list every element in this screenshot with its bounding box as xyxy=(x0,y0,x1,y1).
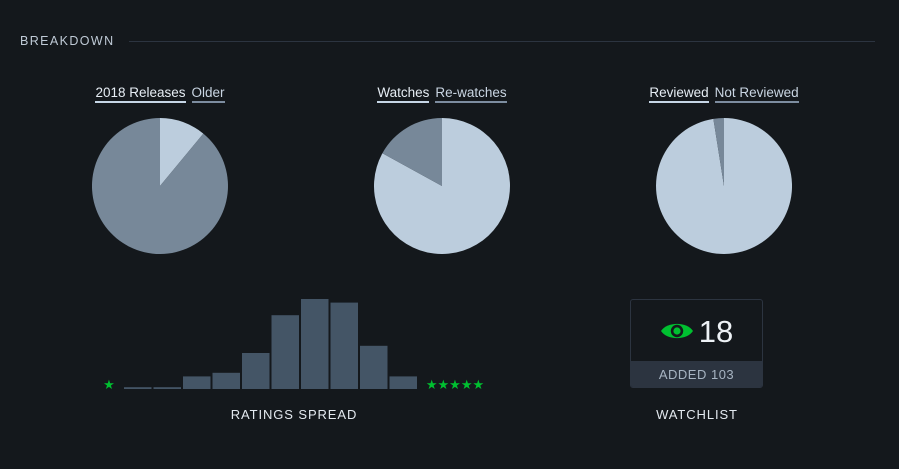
rating-bar-6[interactable] xyxy=(271,315,300,389)
watchlist-count: 18 xyxy=(698,313,734,349)
five-star-label: ★★★★★ xyxy=(426,378,484,393)
pie-chart-releases: 2018 Releases Older xyxy=(50,84,270,264)
pie-slice-reviewed[interactable] xyxy=(656,118,792,254)
watchlist-label: WATCHLIST xyxy=(656,407,738,422)
legend-rewatches[interactable]: Re-watches xyxy=(435,84,507,103)
eye-icon xyxy=(660,323,693,339)
rating-bar-10[interactable] xyxy=(389,376,418,389)
rating-bar-5[interactable] xyxy=(242,353,270,389)
legend-not-reviewed[interactable]: Not Reviewed xyxy=(714,84,799,103)
pie-slice-re-watches[interactable] xyxy=(382,118,442,186)
pie-chart-watches: Watches Re-watches xyxy=(332,84,552,264)
rating-bar-4[interactable] xyxy=(212,372,241,389)
pie-slice-watches[interactable] xyxy=(374,118,510,254)
watchlist-added: ADDED 103 xyxy=(631,361,762,387)
rating-bar-2[interactable] xyxy=(153,387,182,389)
ratings-spread-label: RATINGS SPREAD xyxy=(230,407,358,422)
pie-releases xyxy=(92,118,228,254)
watchlist-count-row: 18 xyxy=(631,300,762,362)
ratings-histogram: ★ ★★★★★ xyxy=(103,299,484,393)
pie-reviews xyxy=(656,118,792,254)
rating-bar-8[interactable] xyxy=(330,302,359,389)
legend-watches[interactable]: Watches xyxy=(377,84,430,103)
legend-2018-releases[interactable]: 2018 Releases xyxy=(95,84,186,103)
rating-bar-1[interactable] xyxy=(124,387,152,389)
section-divider xyxy=(128,40,875,42)
watchlist-card[interactable]: 18 ADDED 103 xyxy=(630,299,763,388)
pie-legend: Watches Re-watches xyxy=(332,84,552,103)
legend-older[interactable]: Older xyxy=(191,84,225,103)
rating-bar-9[interactable] xyxy=(360,345,388,389)
rating-bar-7[interactable] xyxy=(301,299,329,389)
rating-bar-3[interactable] xyxy=(183,376,211,389)
legend-reviewed[interactable]: Reviewed xyxy=(649,84,709,103)
pie-watches xyxy=(374,118,510,254)
pie-chart-reviews: Reviewed Not Reviewed xyxy=(614,84,834,264)
pie-slice-2018-releases[interactable] xyxy=(160,118,204,186)
section-title: BREAKDOWN xyxy=(20,34,115,48)
pie-legend: 2018 Releases Older xyxy=(50,84,270,103)
pie-slice-not-reviewed[interactable] xyxy=(713,118,724,186)
pie-slice-older[interactable] xyxy=(92,118,228,254)
pie-legend: Reviewed Not Reviewed xyxy=(614,84,834,103)
section-header: BREAKDOWN xyxy=(20,33,875,49)
one-star-label: ★ xyxy=(103,378,115,393)
